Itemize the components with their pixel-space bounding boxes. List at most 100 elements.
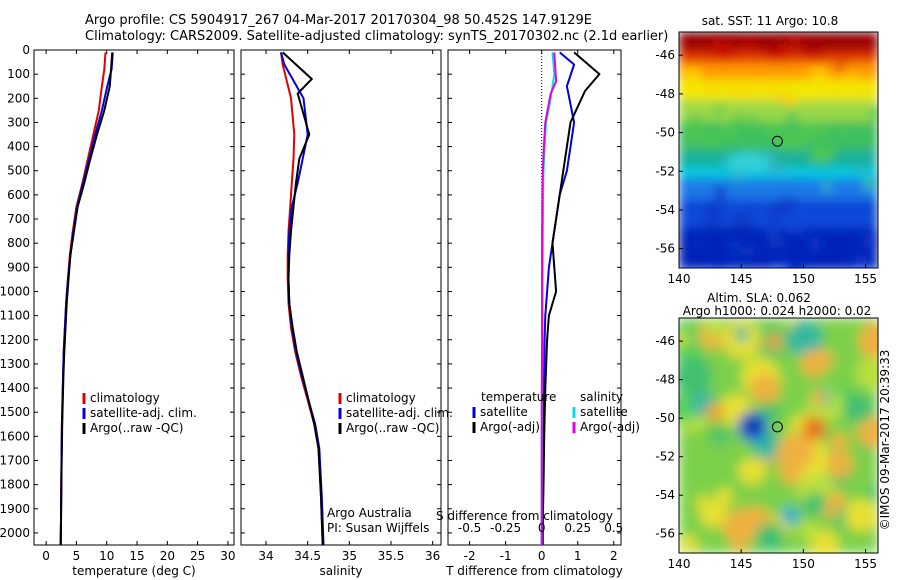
sst-ytick-label: -50 <box>655 126 675 140</box>
sla-blob <box>750 373 781 404</box>
sla-blob <box>803 492 827 516</box>
sst-patch <box>689 119 702 134</box>
sst-patch <box>688 129 705 141</box>
depth-tick-label: 100 <box>7 67 30 81</box>
sst-patch <box>705 202 720 218</box>
sst-patch <box>766 229 779 240</box>
temp-diff-legend-label: satellite <box>480 405 528 419</box>
salinity-legend-label: Argo(..raw -QC) <box>346 421 439 435</box>
sst-ytick-label: -46 <box>655 48 675 62</box>
difference-xlabel: T difference from climatology <box>445 564 623 578</box>
sst-field <box>679 32 878 268</box>
imos-credit: ©IMOS 09-Mar-2017 20:39:33 <box>878 350 892 531</box>
sst-patch <box>733 170 742 183</box>
salinity-diff-tick-label: 0 <box>538 521 546 535</box>
sla-blob <box>811 530 839 553</box>
sla-warm-eddy <box>766 333 783 350</box>
salinity-diff-tick-label: -0.5 <box>458 521 481 535</box>
salinity-xtick-label: 35.5 <box>378 549 405 563</box>
depth-tick-label: 200 <box>7 91 30 105</box>
sst-patch <box>785 228 804 235</box>
sst-frame <box>678 31 879 269</box>
depth-tick-label: 500 <box>7 164 30 178</box>
sst-patch <box>766 49 787 61</box>
sst-patch <box>824 148 834 160</box>
difference-series-line <box>541 51 601 545</box>
salinity-series-line <box>280 52 324 545</box>
temperature-xtick-label: 30 <box>220 549 235 563</box>
salinity-diff-tick-label: -0.25 <box>490 521 521 535</box>
salinity-axes-frame <box>240 49 442 546</box>
sst-patch <box>787 109 797 123</box>
sla-frame <box>678 317 879 554</box>
sst-patch <box>733 115 745 122</box>
difference-axes-frame <box>447 49 622 546</box>
depth-tick-label: 1500 <box>0 405 30 419</box>
sal-diff-legend-title: salinity <box>580 390 623 404</box>
sst-patch <box>744 38 752 51</box>
depth-tick-label: 1900 <box>0 502 30 516</box>
sla-cold-core <box>745 419 760 434</box>
sst-ytick-label: -52 <box>655 164 675 178</box>
sal-diff-legend-label: satellite <box>580 405 628 419</box>
sal-diff-legend-label: Argo(-adj) <box>580 420 640 434</box>
sla-warm-eddy <box>802 416 827 441</box>
sla-blob <box>856 416 878 448</box>
sst-patch <box>844 74 856 84</box>
sst-ytick-label: -48 <box>655 87 675 101</box>
sst-patch <box>863 235 878 247</box>
depth-tick-label: 700 <box>7 212 30 226</box>
sla-map-subtitle: Argo h1000: 0.024 h2000: 0.02 <box>683 304 872 318</box>
sst-patch <box>810 237 820 251</box>
figure-title-line1: Argo profile: CS 5904917_267 04-Mar-2017… <box>85 13 593 28</box>
sla-blob <box>732 541 747 553</box>
sla-blob <box>680 534 698 553</box>
depth-tick-label: 1800 <box>0 478 30 492</box>
depth-tick-label: 0 <box>22 43 30 57</box>
credit-org: Argo Australia <box>327 506 412 520</box>
sst-patch <box>821 182 832 192</box>
sst-patch <box>855 255 867 268</box>
depth-tick-label: 1300 <box>0 357 30 371</box>
sst-patch <box>767 151 775 166</box>
sst-patch <box>732 212 751 228</box>
sst-patch <box>856 166 865 173</box>
sst-patch <box>766 121 781 136</box>
sst-patch <box>869 108 878 119</box>
sla-blob <box>715 487 734 506</box>
salinity-series-line <box>282 51 324 545</box>
salinity-xtick-label: 34 <box>258 549 273 563</box>
sst-patch <box>716 103 723 115</box>
difference-xtick-label: -1 <box>500 549 512 563</box>
sst-patch <box>808 124 826 138</box>
sla-blob <box>738 457 766 485</box>
sst-patch <box>789 37 800 47</box>
salinity-xtick-label: 34.5 <box>294 549 321 563</box>
sla-blob <box>776 433 815 471</box>
temperature-xtick-label: 10 <box>99 549 114 563</box>
sst-patch <box>703 136 723 144</box>
temperature-xtick-label: 25 <box>190 549 205 563</box>
salinity-legend-label: satellite-adj. clim. <box>346 406 453 420</box>
sst-map-title: sat. SST: 11 Argo: 10.8 <box>702 14 839 28</box>
temperature-xtick-label: 15 <box>129 549 144 563</box>
sla-blob <box>798 520 819 541</box>
sla-blob <box>705 318 724 338</box>
sla-blob <box>700 500 727 528</box>
sst-patch <box>715 187 725 200</box>
sla-blob <box>858 322 878 359</box>
sla-blob <box>830 433 849 452</box>
sla-ytick-label: -52 <box>655 450 675 464</box>
sla-blob <box>734 327 750 343</box>
temperature-legend-label: Argo(..raw -QC) <box>90 421 183 435</box>
temperature-series-line <box>59 52 114 545</box>
sla-blob <box>786 320 823 357</box>
sst-patch <box>726 240 740 249</box>
depth-tick-label: 600 <box>7 188 30 202</box>
difference-xtick-label: 1 <box>574 549 582 563</box>
difference-series-line <box>540 52 558 545</box>
depth-tick-label: 800 <box>7 236 30 250</box>
sla-ytick-label: -50 <box>655 411 675 425</box>
sst-patch <box>775 91 788 102</box>
sst-patch <box>798 126 816 139</box>
